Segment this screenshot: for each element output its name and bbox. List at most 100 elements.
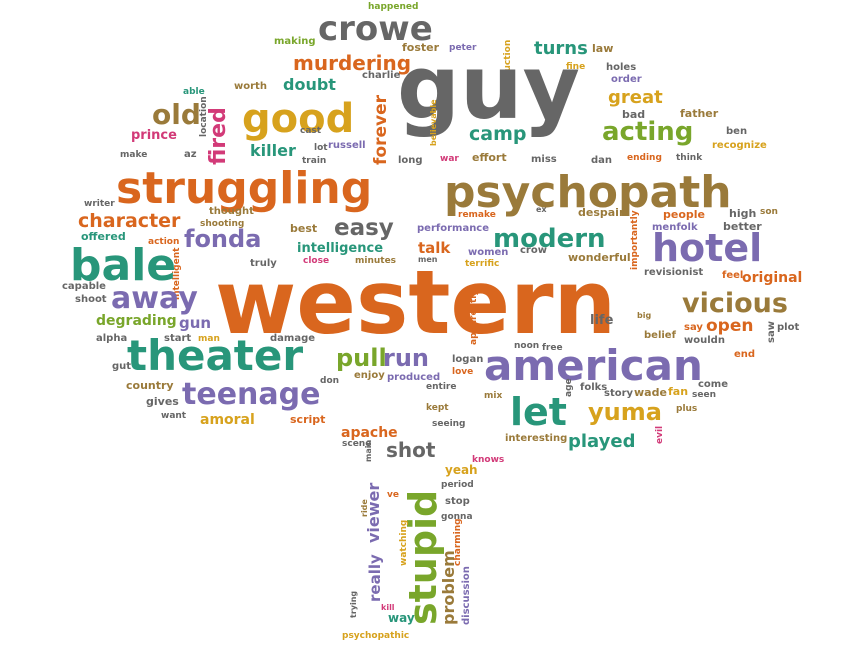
word-degrading: degrading xyxy=(96,313,177,329)
word-ride: ride xyxy=(360,499,369,517)
word-character: character xyxy=(78,210,181,232)
word-bale: bale xyxy=(70,240,176,291)
word-happened: happened xyxy=(368,2,418,12)
word-fan: fan xyxy=(668,385,688,398)
word-seen: seen xyxy=(692,390,716,400)
word-doubt: doubt xyxy=(283,75,336,94)
word-struggling: struggling xyxy=(116,163,372,214)
word-miss: miss xyxy=(531,154,557,165)
word-able: able xyxy=(183,87,205,97)
word-start: start xyxy=(164,333,191,344)
word-damage: damage xyxy=(270,333,315,344)
word-kill: kill xyxy=(381,603,395,612)
word-people: people xyxy=(663,208,705,221)
word-remake: remake xyxy=(458,210,496,220)
word-produced: produced xyxy=(387,372,440,383)
word-fine: fine xyxy=(566,62,585,72)
word-murdering: murdering xyxy=(293,51,411,75)
word-amoral: amoral xyxy=(200,412,255,428)
word-acting: acting xyxy=(602,117,693,147)
word-pull: pull xyxy=(336,344,387,372)
word-charlie: charlie xyxy=(362,70,401,81)
word-evil: evil xyxy=(655,426,665,444)
word-best: best xyxy=(290,222,317,235)
word-want: want xyxy=(161,411,187,421)
word-revisionist: revisionist xyxy=(644,267,703,278)
word-logan: logan xyxy=(452,354,483,365)
word-theater: theater xyxy=(127,331,303,380)
word-period: period xyxy=(441,480,474,490)
word-main: main xyxy=(364,440,373,462)
word-really: really xyxy=(366,554,384,602)
word-making: making xyxy=(274,36,316,47)
word-shoot: shoot xyxy=(75,294,107,305)
word-performance: performance xyxy=(417,223,489,234)
word-saw: saw xyxy=(766,321,777,343)
word-law: law xyxy=(592,42,613,55)
word-easy: easy xyxy=(334,215,394,241)
word-gives: gives xyxy=(146,395,179,408)
word-plot: plot xyxy=(777,322,799,333)
word-bad: bad xyxy=(622,108,645,121)
word-high: high xyxy=(729,207,756,220)
word-dan: dan xyxy=(591,155,612,166)
word-capable: capable xyxy=(62,281,106,292)
word-truly: truly xyxy=(250,258,277,269)
word-country: country xyxy=(126,379,174,392)
word-thought: thought xyxy=(209,206,254,217)
word-war: war xyxy=(440,154,459,164)
word-american: american xyxy=(484,341,703,390)
word-knows: knows xyxy=(472,455,504,465)
word-men: men xyxy=(418,255,438,264)
word-better: better xyxy=(723,220,762,233)
word-open: open xyxy=(706,316,753,336)
word-come: come xyxy=(698,379,728,390)
word-run: run xyxy=(383,344,429,372)
word-peter: peter xyxy=(449,43,477,53)
word-foster: foster xyxy=(402,41,440,54)
word-trying: trying xyxy=(349,591,358,618)
word-interesting: interesting xyxy=(505,433,567,444)
word-love: love xyxy=(452,367,473,377)
word-despair: despair xyxy=(578,206,625,219)
word-minutes: minutes xyxy=(355,256,396,266)
word-killer: killer xyxy=(250,141,296,160)
word-psychopath: psychopath xyxy=(444,167,732,218)
word-father: father xyxy=(680,107,719,120)
word-make: make xyxy=(120,150,147,160)
word-order: order xyxy=(611,74,642,85)
word-end: end xyxy=(734,349,755,360)
word-enjoy: enjoy xyxy=(354,370,385,381)
word-shot: shot xyxy=(386,438,436,462)
word-terrific: terrific xyxy=(465,259,499,269)
word-hotel: hotel xyxy=(652,226,762,270)
word-modern: modern xyxy=(493,224,606,254)
word-recognize: recognize xyxy=(712,140,767,151)
word-western: western xyxy=(215,251,616,354)
word-close: close xyxy=(303,256,329,266)
word-psychopathic: psychopathic xyxy=(342,631,409,641)
word-cast: cast xyxy=(300,126,322,136)
word-scene: scene xyxy=(342,439,371,449)
word-importantly: importantly xyxy=(630,210,640,270)
word-good: good xyxy=(242,96,354,142)
word-think: think xyxy=(676,153,703,163)
word-ben: ben xyxy=(726,126,747,137)
word-vicious: vicious xyxy=(682,288,788,319)
word-stop: stop xyxy=(445,496,470,507)
word-shooting: shooting xyxy=(200,219,244,229)
word-fired: fired xyxy=(206,107,231,165)
word-effort: effort xyxy=(472,151,507,164)
word-away: away xyxy=(111,281,198,316)
word-apparently: apparently xyxy=(469,290,479,345)
word-production: production xyxy=(503,40,513,95)
word-worth: worth xyxy=(234,81,267,92)
word-menfolk: menfolk xyxy=(652,222,698,233)
word-great: great xyxy=(608,87,663,108)
word-intelligent: intelligent xyxy=(172,247,182,300)
word-stupid: stupid xyxy=(401,490,445,625)
word-holes: holes xyxy=(606,62,636,73)
word-plus: plus xyxy=(676,404,697,414)
word-story: story xyxy=(604,388,634,399)
word-folks: folks xyxy=(580,382,607,393)
